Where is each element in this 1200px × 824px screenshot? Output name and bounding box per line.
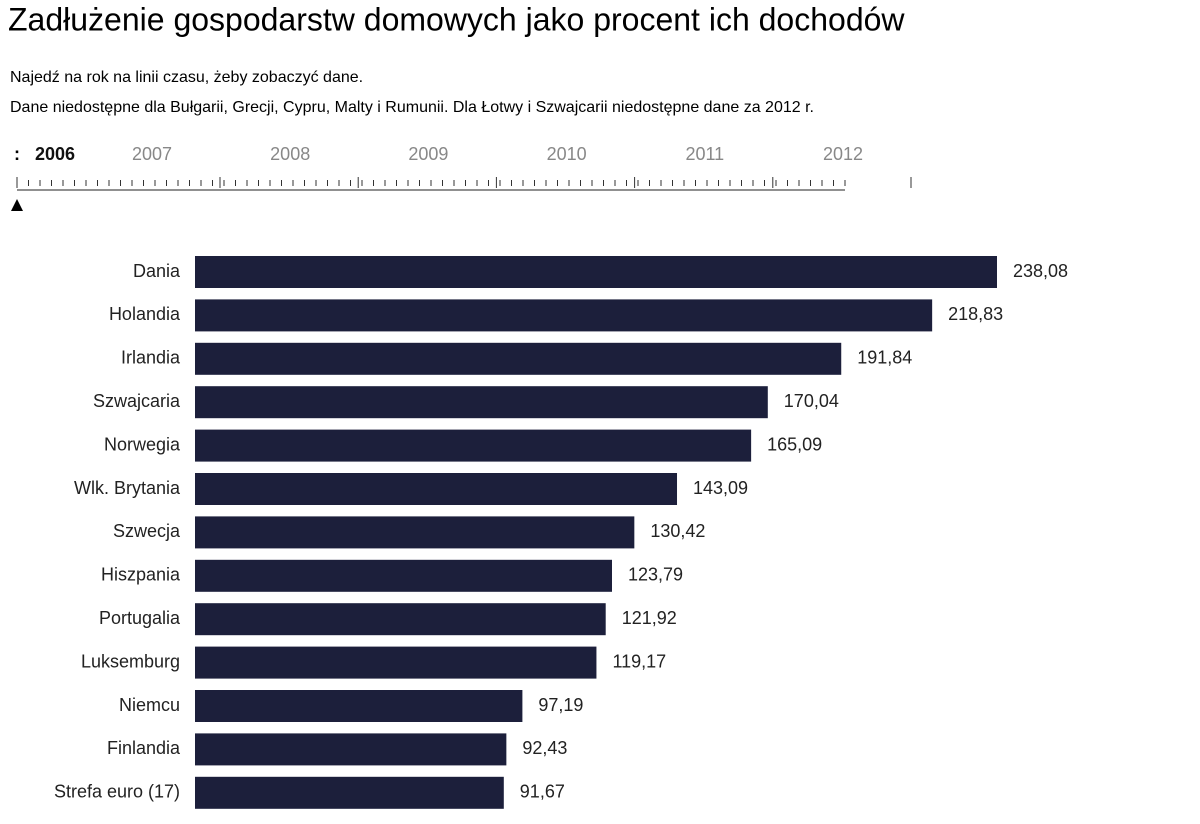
bar	[195, 473, 678, 505]
category-label: Portugalia	[99, 608, 181, 628]
bar	[195, 299, 933, 332]
category-label: Niemcu	[119, 695, 180, 715]
timeline-year[interactable]: 2010	[547, 144, 587, 164]
category-label: Norwegia	[104, 434, 181, 454]
timeline-year[interactable]: 2012	[823, 144, 863, 164]
category-label: Strefa euro (17)	[54, 782, 180, 802]
bar	[195, 603, 606, 636]
bar	[195, 776, 504, 809]
bar	[195, 256, 997, 288]
bar	[195, 386, 768, 419]
page-title: Zadłużenie gospodarstw domowych jako pro…	[8, 1, 905, 37]
category-label: Szwecja	[113, 521, 181, 541]
bar	[195, 429, 752, 462]
value-label: 121,92	[622, 608, 677, 628]
timeline-year[interactable]: 2006	[35, 144, 75, 164]
value-label: 123,79	[628, 565, 683, 585]
value-label: 165,09	[767, 434, 822, 454]
timeline-year[interactable]: 2011	[685, 144, 724, 164]
bar	[195, 516, 635, 549]
note: Najedź na rok na linii czasu, żeby zobac…	[10, 69, 363, 86]
timeline-pointer	[11, 199, 23, 211]
category-label: Holandia	[109, 304, 181, 324]
bar	[195, 690, 523, 722]
timeline-marker: :	[14, 144, 20, 164]
value-label: 143,09	[693, 478, 748, 498]
bar	[195, 559, 613, 592]
bar	[195, 342, 842, 375]
category-label: Wlk. Brytania	[74, 478, 181, 498]
value-label: 191,84	[857, 348, 912, 368]
value-label: 92,43	[522, 738, 567, 758]
bar	[195, 733, 507, 766]
category-label: Irlandia	[121, 348, 181, 368]
value-label: 170,04	[784, 391, 839, 411]
timeline-year[interactable]: 2009	[408, 144, 448, 164]
value-label: 130,42	[650, 521, 705, 541]
value-label: 218,83	[948, 304, 1003, 324]
value-label: 97,19	[538, 695, 583, 715]
value-label: 238,08	[1013, 261, 1068, 281]
timeline-year[interactable]: 2007	[132, 144, 172, 164]
value-label: 119,17	[612, 651, 666, 671]
timeline-year[interactable]: 2008	[270, 144, 310, 164]
category-label: Finlandia	[107, 738, 181, 758]
category-label: Luksemburg	[81, 651, 180, 671]
value-label: 91,67	[520, 782, 565, 802]
category-label: Dania	[133, 261, 181, 281]
category-label: Hiszpania	[101, 565, 181, 585]
bar	[195, 646, 597, 679]
category-label: Szwajcaria	[93, 391, 181, 411]
note: Dane niedostępne dla Bułgarii, Grecji, C…	[10, 99, 814, 116]
